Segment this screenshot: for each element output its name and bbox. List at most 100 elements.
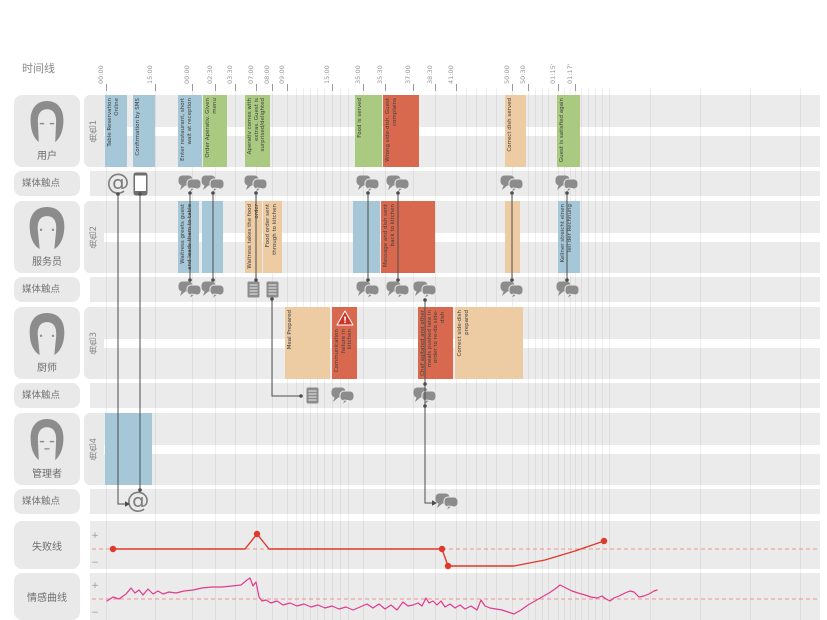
activity-block-label: Order Aperativ. Given menu (205, 98, 218, 158)
chat-bubbles-icon (244, 175, 268, 197)
chat-bubbles-icon (201, 281, 225, 303)
manager-avatar-icon (26, 417, 68, 467)
activity-block: Food order sent through to kitchen (263, 201, 282, 273)
activity-block: Waitress takes the food order (245, 201, 262, 273)
touchpoint-label-box: 媒体触点 (14, 489, 80, 514)
timeline-gridline (155, 88, 156, 620)
chat-bubbles-icon (331, 387, 355, 409)
activity-block (105, 413, 152, 485)
role-label: 角色3 (89, 331, 99, 355)
activity-block-label: Waitress takes the food order (247, 204, 260, 269)
timeline-tick-label: 01:17' (566, 63, 574, 84)
actor-label-waitress: 服务员 (32, 257, 62, 268)
timeline-tick-label: 35:00 (354, 65, 362, 84)
touchpoint-label: 媒体触点 (22, 496, 61, 507)
timeline-tick (575, 84, 576, 91)
chat-bubbles-icon (413, 281, 437, 303)
timeline-tick-label: 00:00 (97, 65, 105, 84)
activity-block-label: Waitress greets guest and leads them to … (180, 204, 193, 270)
timeline-tick (558, 84, 559, 91)
chef-avatar-icon (26, 311, 68, 361)
timeline-tick (512, 84, 513, 91)
role-label: 角色2 (89, 225, 99, 249)
activity-block-label: Correct side-dish prepared (457, 310, 470, 357)
actor-box-chef: 厨师 (14, 307, 80, 379)
lane-divider-strip (90, 445, 820, 454)
chat-bubbles-icon (356, 281, 380, 303)
chat-bubbles-icon (555, 175, 579, 197)
activity-block-label: Chef agitated and other meals pushed lat… (420, 310, 446, 376)
chat-bubbles-icon (356, 175, 380, 197)
actor-label-manager: 管理者 (32, 469, 62, 480)
failure-line-label-box: 失败线 (14, 521, 80, 569)
timeline-tick (272, 84, 273, 91)
role-box-user: 角色1 (84, 95, 104, 167)
timeline-tick (106, 84, 107, 91)
activity-block (505, 201, 520, 273)
actor-box-waitress: 服务员 (14, 201, 80, 273)
document-icon (306, 387, 319, 408)
activity-block: Table Reservation Online (105, 95, 127, 167)
timeline-minor-gridline (564, 88, 565, 620)
activity-block-label: Communication failure in kitchen (334, 329, 354, 373)
smartphone-icon (133, 172, 148, 200)
actor-box-user: 用户 (14, 95, 80, 167)
lane-divider-strip (90, 233, 820, 242)
timeline-gridline (235, 88, 236, 620)
activity-block-label: Kellner streicht einen Teil der Rechnung (560, 204, 573, 263)
emotion-curve-label-box: 情感曲线 (14, 573, 80, 620)
activity-block: Kellner streicht einen Teil der Rechnung (558, 201, 580, 273)
timeline-tick (528, 84, 529, 91)
touchpoint-label: 媒体触点 (22, 390, 61, 401)
activity-block: Wrong side-dish. Guest complains (383, 95, 419, 167)
touchpoint-label: 媒体触点 (22, 284, 61, 295)
activity-block: ! Communication failure in kitchen (332, 307, 357, 379)
timeline-tick (385, 84, 386, 91)
activity-block: Meal Prepared (285, 307, 330, 379)
timeline-minor-gridline (535, 88, 536, 620)
activity-block: Guest is satisfied again (557, 95, 580, 167)
user-avatar-icon (26, 99, 68, 149)
timeline-gridline (528, 88, 529, 620)
timeline-tick-label: 00:00 (183, 65, 191, 84)
timeline-tick (192, 84, 193, 91)
timeline-tick-label: 15:00 (323, 65, 331, 84)
lane-divider-strip (90, 127, 820, 136)
activity-block: Waitress greets guest and leads them to … (178, 201, 199, 273)
timeline-minor-gridline (750, 88, 751, 620)
timeline-gridline (272, 88, 273, 620)
role-label: 角色1 (89, 119, 99, 143)
touchpoint-label-box: 媒体触点 (14, 383, 80, 408)
chat-bubbles-icon (413, 387, 437, 409)
timeline-minor-gridline (609, 88, 610, 620)
timeline-gridline (413, 88, 414, 620)
timeline-gridline (575, 88, 576, 620)
activity-block-label: Food order sent through to kitchen (265, 204, 278, 255)
activity-block-label: Wrong side-dish. Guest complains (385, 98, 398, 162)
email-at-icon: @ (106, 170, 130, 196)
timeline-tick (287, 84, 288, 91)
activity-block-label: Aperativ comes with extras. Guest is sur… (247, 98, 267, 155)
timeline-tick-label: 50:00 (503, 65, 511, 84)
warning-icon: ! (336, 310, 354, 330)
timeline-minor-gridline (700, 88, 701, 620)
timeline-tick-label: 08:00 (263, 65, 271, 84)
activity-block (353, 201, 380, 273)
timeline-tick-label: 09:00 (278, 65, 286, 84)
activity-block: Confirmation by SMS (133, 95, 155, 167)
timeline-gridline (256, 88, 257, 620)
svg-text:!: ! (342, 316, 346, 326)
timeline-tick (363, 84, 364, 91)
timeline-gridline (192, 88, 193, 620)
timeline-tick (332, 84, 333, 91)
activity-block: Message and dish sent back to kitchen (381, 201, 435, 273)
activity-block-label: Food is served (357, 98, 363, 138)
timeline-minor-gridline (595, 88, 596, 620)
role-label: 角色4 (89, 437, 99, 461)
timeline-tick (256, 84, 257, 91)
activity-block: Order Aperativ. Given menu (203, 95, 227, 167)
timeline-tick-label: 41:00 (447, 65, 455, 84)
activity-block-label: Table Reservation Online (107, 98, 120, 147)
timeline-tick-label: 03:30 (226, 65, 234, 84)
